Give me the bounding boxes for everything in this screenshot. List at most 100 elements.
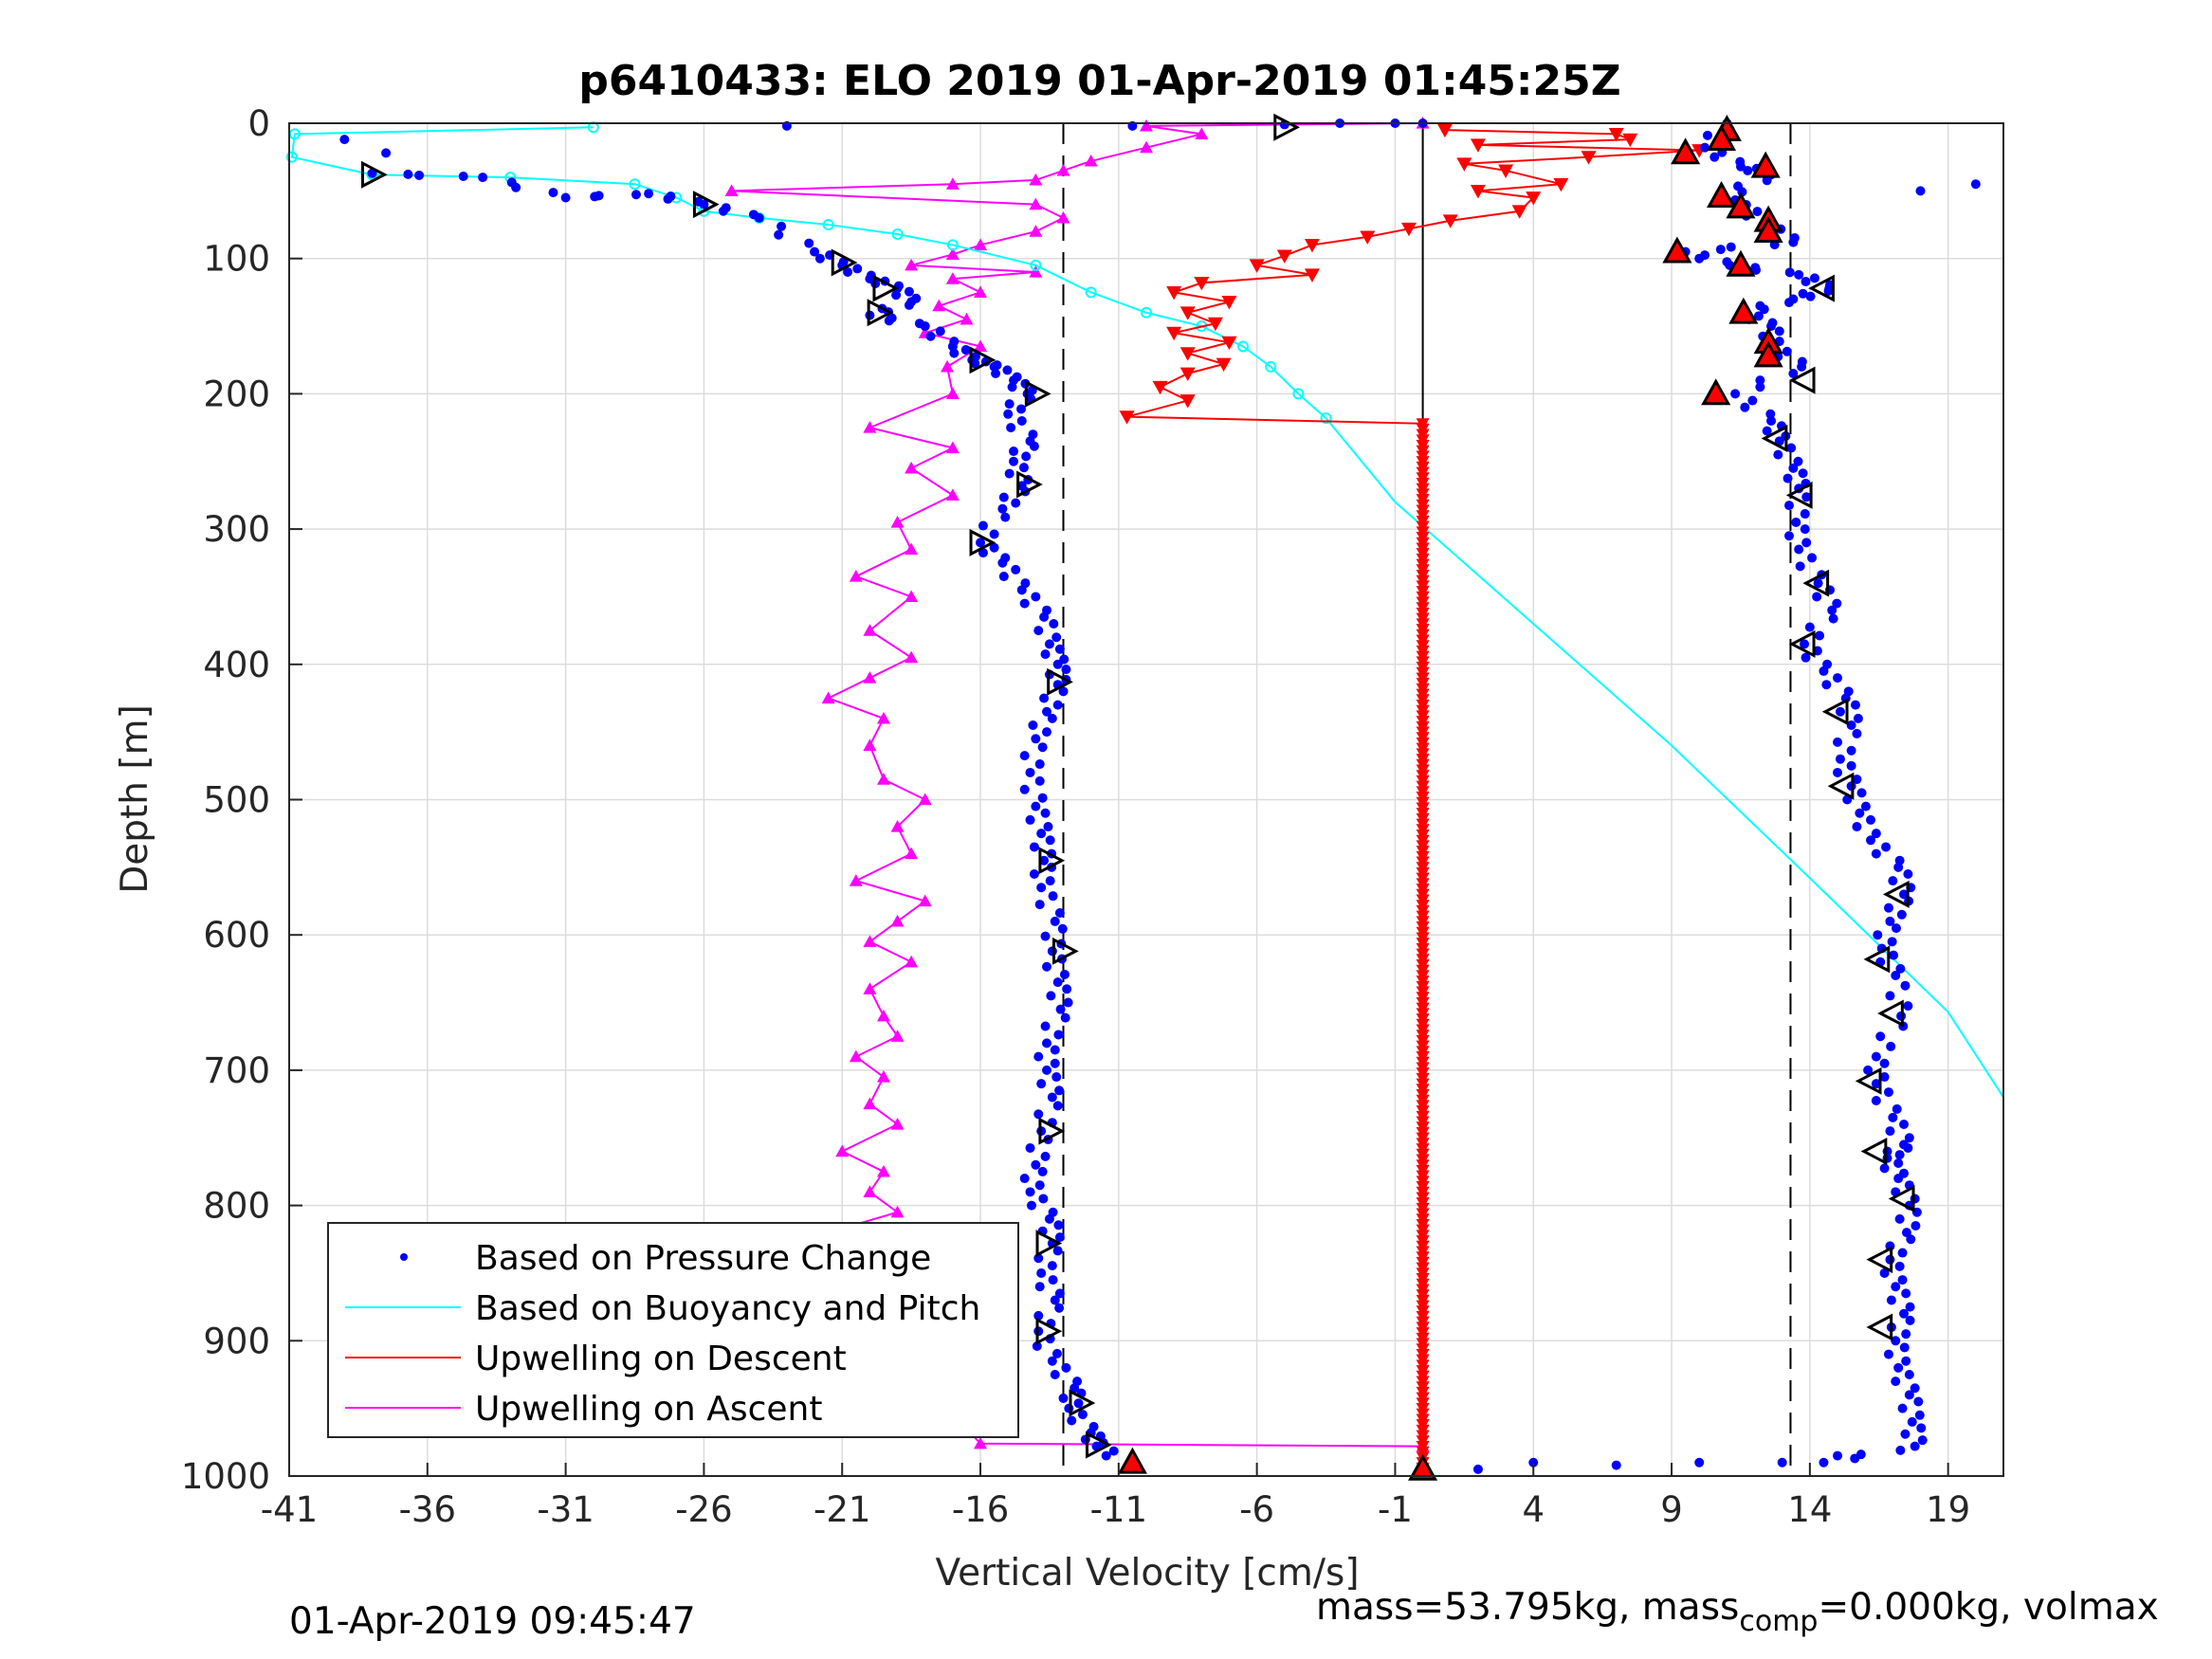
pressure-change-dot <box>1856 788 1867 798</box>
pressure-change-dot <box>1894 1150 1905 1160</box>
pressure-change-dot <box>1048 1275 1058 1285</box>
pressure-change-dot <box>1036 829 1047 839</box>
pressure-change-dot <box>1800 639 1810 649</box>
pressure-change-dot <box>1899 1342 1910 1353</box>
pressure-change-dot <box>1064 1403 1074 1413</box>
pressure-change-dot <box>1700 142 1710 153</box>
pressure-change-dot <box>1899 1308 1910 1319</box>
pressure-change-dot <box>1827 605 1837 615</box>
pressure-change-dot <box>1000 512 1011 522</box>
pressure-change-dot <box>1910 1221 1921 1231</box>
pressure-change-dot <box>1052 977 1063 988</box>
pressure-change-dot <box>1016 404 1027 414</box>
pressure-change-dot <box>1040 649 1051 660</box>
series-layer <box>285 113 2004 1481</box>
ascent-upwelling-marker <box>918 793 932 806</box>
open-left-triangle-marker <box>1866 1313 1893 1341</box>
pressure-change-dot <box>1894 1213 1905 1224</box>
pressure-change-dot <box>1039 693 1050 703</box>
ascent-upwelling-marker <box>876 1009 890 1022</box>
pressure-change-dot <box>1046 991 1056 1001</box>
pressure-change-dot <box>718 206 728 216</box>
pressure-change-dot <box>1886 1041 1896 1051</box>
descent-upwelling-marker <box>1470 138 1486 153</box>
ascent-upwelling-marker <box>1195 127 1209 140</box>
pressure-change-dot <box>1873 930 1883 940</box>
mass-comp-subscript: comp <box>1739 1605 1819 1638</box>
pressure-change-dot <box>1797 356 1807 367</box>
filled-red-triangle-marker <box>1753 216 1783 244</box>
y-tick-label: 500 <box>203 780 270 821</box>
pressure-change-dot <box>1813 578 1823 589</box>
open-left-triangle-marker <box>1761 425 1788 452</box>
pressure-change-dot <box>1759 304 1769 315</box>
pressure-change-dot <box>1018 463 1029 473</box>
y-axis-label: Depth [m] <box>114 704 156 894</box>
y-tick-label: 800 <box>203 1186 270 1227</box>
pressure-change-dot <box>1782 473 1793 483</box>
pressure-change-dot <box>1011 564 1021 574</box>
ascent-upwelling-marker <box>1029 197 1043 210</box>
pressure-change-dot <box>1833 1450 1843 1461</box>
pressure-change-dot <box>1801 276 1811 286</box>
open-left-triangle-marker <box>1882 880 1910 908</box>
pressure-change-dot <box>1042 727 1052 738</box>
open-right-triangle-marker <box>1035 1230 1063 1258</box>
pressure-change-dot <box>1059 654 1069 665</box>
pressure-change-dot <box>1795 561 1805 572</box>
open-left-triangle-marker <box>1877 999 1904 1028</box>
open-right-triangle-marker <box>1038 847 1066 875</box>
y-tick-label: 0 <box>247 103 270 144</box>
pressure-change-dot <box>1052 700 1063 710</box>
descent-upwelling-marker <box>1207 317 1223 332</box>
descent-upwelling-marker <box>1194 276 1210 291</box>
pressure-change-dot <box>1846 745 1856 756</box>
pressure-change-dot <box>1067 1415 1077 1426</box>
descent-upwelling-marker <box>1221 336 1237 351</box>
x-tick-label: 14 <box>1787 1489 1832 1530</box>
pressure-change-dot <box>478 173 488 183</box>
pressure-change-dot <box>1843 686 1854 697</box>
descent-upwelling-marker <box>1526 191 1542 206</box>
pressure-change-dot <box>1888 1112 1898 1122</box>
ascent-upwelling-marker <box>945 387 960 399</box>
legend-entry-label: Upwelling on Ascent <box>475 1390 822 1429</box>
open-left-triangle-marker <box>1808 274 1835 302</box>
ascent-upwelling-marker <box>876 773 890 785</box>
pressure-change-dot <box>1058 686 1069 697</box>
pressure-change-dot <box>1059 969 1069 979</box>
pressure-change-dot <box>1053 1030 1064 1040</box>
pressure-change-dot <box>1970 179 1981 190</box>
pressure-change-dot <box>1004 468 1015 479</box>
pressure-change-dot <box>1472 1464 1483 1474</box>
pressure-change-dot <box>1793 456 1803 466</box>
pressure-change-dot <box>548 188 558 198</box>
pressure-change-dot <box>997 503 1008 514</box>
pressure-change-dot <box>1815 630 1825 641</box>
pressure-change-dot <box>991 368 1001 378</box>
pressure-change-dot <box>1798 288 1808 299</box>
buoyancy-pitch-line <box>290 126 2004 1098</box>
axis-ticks: -41 -36 -31 -26 -21 -16 -11 -6 -1 4 9 14 19 0 100 200 30… <box>181 103 1970 1530</box>
pressure-change-dot <box>1800 509 1810 520</box>
ascent-upwelling-marker <box>905 590 919 603</box>
pressure-change-dot <box>1743 165 1753 175</box>
legend-entry-label: Based on Buoyancy and Pitch <box>475 1289 980 1328</box>
pressure-change-dot <box>1054 1232 1065 1243</box>
pressure-change-dot <box>1080 1434 1090 1445</box>
x-tick-label: -21 <box>814 1489 870 1530</box>
pressure-change-dot <box>1910 1441 1920 1451</box>
pressure-change-dot <box>1053 1220 1064 1231</box>
pressure-change-dot <box>1871 1096 1881 1106</box>
pressure-change-dot <box>1773 449 1783 460</box>
pressure-change-dot <box>1846 760 1856 771</box>
ascent-upwelling-marker <box>890 820 905 832</box>
pressure-change-dot <box>1040 1151 1051 1161</box>
pressure-change-dot <box>1892 923 1901 934</box>
mass-text: mass=53.795kg, mass <box>1316 1586 1740 1629</box>
pressure-change-dot <box>1755 375 1765 386</box>
ascent-upwelling-marker <box>876 1164 890 1177</box>
pressure-change-dot <box>1011 498 1021 508</box>
x-tick-label: -31 <box>537 1489 594 1530</box>
open-right-triangle-marker <box>1047 667 1073 696</box>
